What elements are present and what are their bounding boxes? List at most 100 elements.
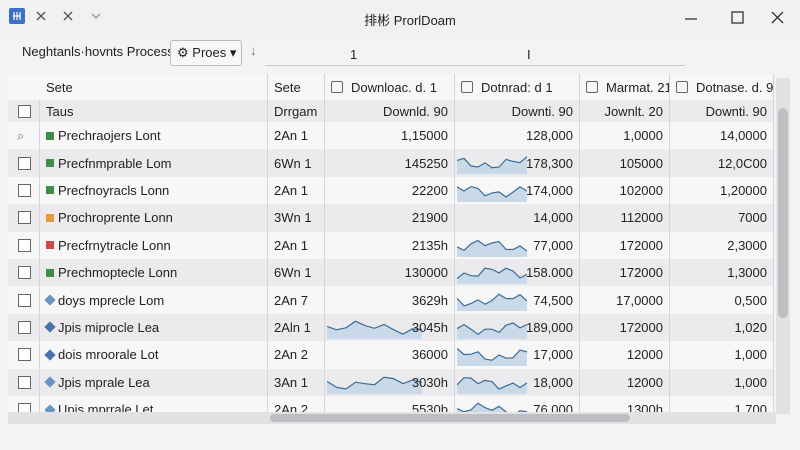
table-cell: 22200 (325, 176, 455, 205)
cell-text: 2An 1 (274, 237, 308, 253)
table-cell: 1,15000 (325, 122, 455, 150)
checkbox[interactable] (18, 104, 31, 118)
window-controls[interactable] (680, 8, 790, 28)
header-text: Dotnrad: d 1 (481, 79, 553, 95)
cell-text: 3629h (411, 292, 448, 308)
column-header[interactable]: Sete (268, 74, 325, 100)
filter-label: Proes (192, 45, 227, 60)
column-header[interactable]: Downti. 90 (670, 100, 774, 122)
select-cell[interactable] (8, 231, 40, 259)
select-cell[interactable] (8, 341, 40, 369)
select-cell[interactable] (8, 368, 40, 396)
table-row[interactable]: Jpis mprale Lea 3An 1 3030h 18,000 12000 1,00… (8, 368, 774, 397)
process-dropdown[interactable]: Neghtanls·hovnts Process ▾ (22, 44, 184, 60)
column-header[interactable]: Marmat. 21 (580, 74, 670, 100)
cell-text: 2An 7 (274, 292, 308, 308)
checkbox[interactable] (18, 293, 31, 307)
header-text: Downld. 90 (382, 103, 448, 119)
table-cell: 36000 (325, 341, 455, 369)
cell-text: 2An 2 (274, 347, 308, 363)
column-icon (676, 81, 688, 93)
column-header[interactable]: Jownlt. 20 (580, 100, 670, 122)
cell-text: 3Wn 1 (274, 210, 312, 226)
table-cell: 178,300 (455, 149, 580, 177)
table-row[interactable]: ⌕ Prechraojers Lont 2An 1 1,15000 128,000 1,0… (8, 122, 774, 151)
table-cell: 1,000 (670, 341, 774, 369)
table-cell: 189,000 (455, 313, 580, 342)
v-scrollbar[interactable] (776, 78, 790, 414)
table-cell: 2An 1 (268, 231, 325, 259)
checkbox[interactable] (18, 156, 31, 170)
select-cell[interactable] (8, 313, 40, 342)
v-scroll-thumb[interactable] (778, 108, 788, 318)
column-header[interactable]: Downld. 90 (325, 100, 455, 122)
checkbox[interactable] (18, 238, 31, 252)
column-header[interactable]: Sete (40, 74, 268, 100)
table-cell: Precfnoyracls Lonn (40, 176, 268, 205)
checkbox[interactable] (18, 348, 31, 362)
column-header[interactable]: Dotnrad: d 1 (455, 74, 580, 100)
cell-text: 12000 (626, 374, 663, 390)
column-header[interactable]: Downti. 90 (455, 100, 580, 122)
sparkline (457, 322, 527, 339)
table-cell: Precfnmprable Lom (40, 149, 268, 177)
table-row[interactable]: Precfrnytracle Lonn 2An 1 2135h 77,000 17200… (8, 231, 774, 260)
table-cell: 6Wn 1 (268, 259, 325, 287)
table-row[interactable]: Precfnmprable Lom 6Wn 1 145250 178,300 10500… (8, 149, 774, 178)
cell-text: 1,3000 (727, 265, 767, 281)
table-row[interactable]: dois mroorale Lot 2An 2 36000 17,000 12000 1,… (8, 341, 774, 370)
column-header[interactable]: Downloac. d. 1 (325, 74, 455, 100)
cell-text: 1,15000 (401, 128, 448, 144)
h-scroll-thumb[interactable] (270, 414, 630, 422)
table-cell: 12000 (580, 341, 670, 369)
cell-text: 74,500 (533, 292, 573, 308)
checkbox[interactable] (18, 375, 31, 389)
table-row[interactable]: Precfnoyracls Lonn 2An 1 22200 174,000 10200… (8, 176, 774, 206)
h-scrollbar[interactable] (8, 412, 776, 424)
cell-text: 172000 (619, 319, 663, 335)
search-field[interactable]: 1 I (265, 40, 685, 66)
table-row[interactable]: Prechmoptecle Lonn 6Wn 1 130000 158.000 1720… (8, 259, 774, 288)
column-header[interactable]: Dotnase. d. 91 (670, 74, 774, 100)
table-row[interactable]: Jpis miprocle Lea 2Aln 1 3045h 189,000 17200… (8, 313, 774, 343)
table-cell: Prechraojers Lont (40, 122, 268, 150)
checkbox[interactable] (18, 320, 31, 334)
cell-text: 178,300 (526, 155, 573, 171)
column-icon (586, 81, 598, 93)
select-cell[interactable] (8, 176, 40, 205)
table-row[interactable]: doys mprecle Lom 2An 7 3629h 74,500 17,0000 0… (8, 286, 774, 315)
select-cell[interactable] (8, 286, 40, 314)
filter-dropdown[interactable]: ⚙ Proes ▾ (170, 40, 242, 66)
column-header[interactable]: Drrgam (268, 100, 325, 122)
table-cell: 2An 2 (268, 341, 325, 369)
cell-text: 14,000 (533, 210, 573, 226)
sparkline (457, 267, 527, 284)
checkbox[interactable] (18, 211, 31, 225)
table-cell: 17,0000 (580, 286, 670, 314)
table-cell: 6Wn 1 (268, 149, 325, 177)
cell-text: 105000 (619, 155, 663, 171)
select-cell[interactable]: ⌕ (8, 122, 40, 150)
select-cell[interactable] (8, 259, 40, 287)
sort-icon[interactable]: ↓ (250, 43, 257, 58)
table-cell: 3045h (325, 313, 455, 342)
table-cell: 1,3000 (670, 259, 774, 287)
checkbox[interactable] (18, 183, 31, 197)
table-cell: 105000 (580, 149, 670, 177)
table-cell: 17,000 (455, 341, 580, 369)
cell-text: 17,0000 (616, 292, 663, 308)
select-all[interactable] (8, 100, 40, 122)
table-cell: 1,0000 (580, 122, 670, 150)
table-row[interactable]: Prochroprente Lonn 3Wn 1 21900 14,000 112000… (8, 204, 774, 233)
cell-text: 130000 (404, 265, 448, 281)
select-cell[interactable] (8, 204, 40, 232)
table-cell: Jpis mprale Lea (40, 368, 268, 396)
cell-text: 0,500 (734, 292, 767, 308)
header-text: Drrgam (274, 103, 318, 119)
table-cell: 3Wn 1 (268, 204, 325, 232)
table-cell: 158.000 (455, 259, 580, 287)
table-cell: Prochroprente Lonn (40, 204, 268, 232)
select-cell[interactable] (8, 149, 40, 177)
checkbox[interactable] (18, 266, 31, 280)
column-header[interactable]: Taus (40, 100, 268, 122)
